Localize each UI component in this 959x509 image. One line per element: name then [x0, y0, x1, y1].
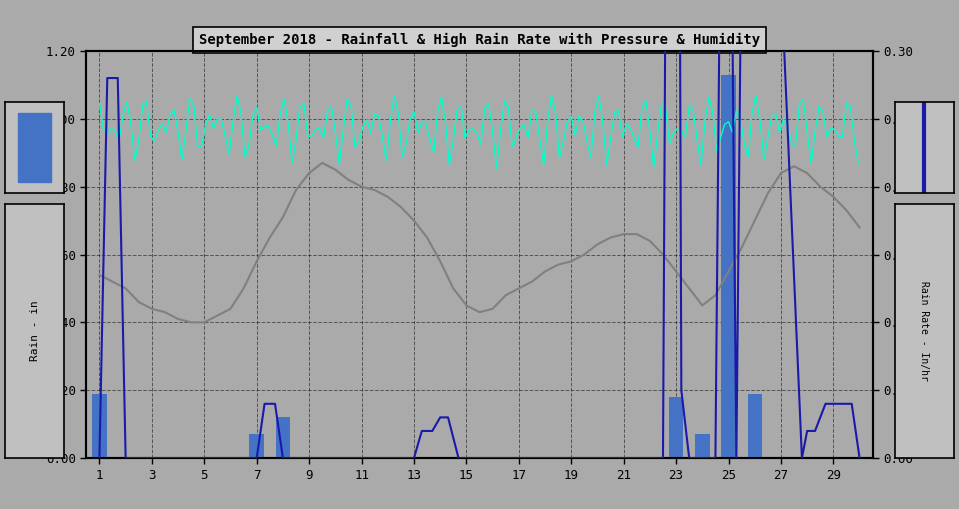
Bar	[18, 113, 51, 182]
Bar	[668, 397, 684, 458]
Title: September 2018 - Rainfall & High Rain Rate with Pressure & Humidity: September 2018 - Rainfall & High Rain Ra…	[199, 33, 760, 47]
Bar	[275, 417, 291, 458]
Text: Rain - in: Rain - in	[30, 300, 39, 361]
Bar	[92, 393, 106, 458]
Bar	[721, 75, 736, 458]
Bar	[695, 434, 710, 458]
Text: Rain Rate - In/hr: Rain Rate - In/hr	[920, 281, 929, 381]
Bar	[747, 393, 762, 458]
Bar	[249, 434, 264, 458]
